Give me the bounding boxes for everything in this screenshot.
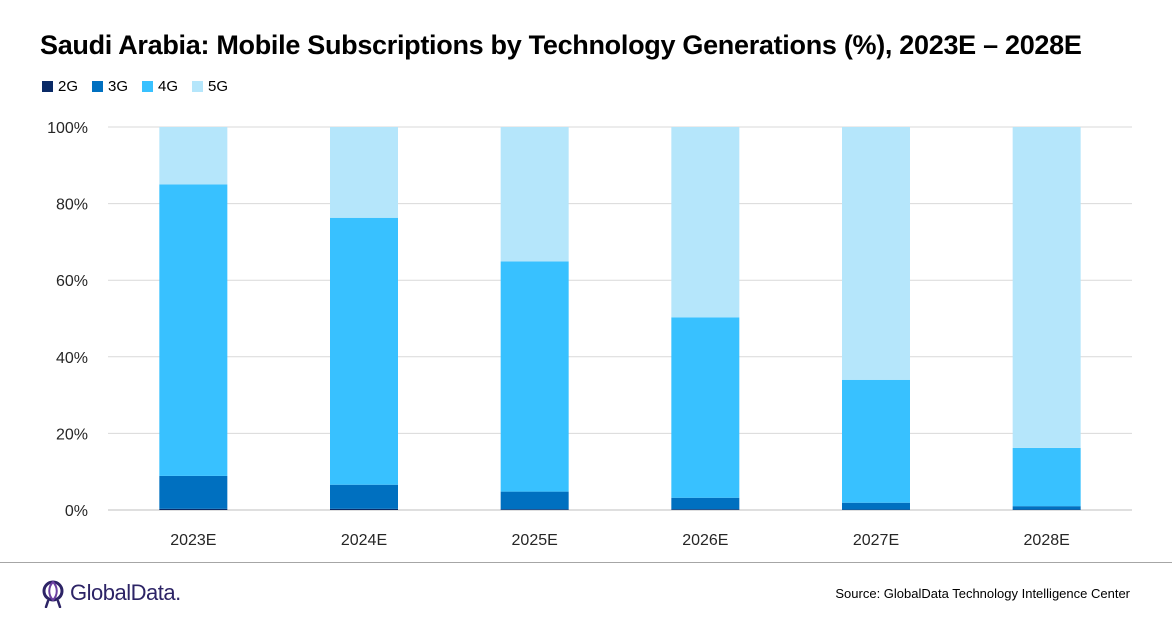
bar-segment-5g-2027e xyxy=(842,127,910,380)
chart-plot: 0% 20% 40% 60% 80% 100% 2023E 2024E 2025E 2026E 20… xyxy=(47,120,1132,549)
x-tick-label: 2024E xyxy=(341,532,387,549)
legend-label-3g: 3G xyxy=(108,78,129,95)
x-tick-label: 2028E xyxy=(1024,532,1070,549)
x-tick-label: 2027E xyxy=(853,532,899,549)
y-tick-label: 40% xyxy=(56,350,88,367)
legend-item-3g: 3G xyxy=(92,78,128,95)
bar-segment-2g-2023e xyxy=(159,508,228,510)
legend-swatch-2g xyxy=(42,81,53,92)
x-tick-label: 2023E xyxy=(170,532,216,549)
bar-segment-3g-2023e xyxy=(159,475,228,509)
bar-segment-5g-2023e xyxy=(159,127,228,185)
globaldata-logo: GlobalData. xyxy=(40,578,181,608)
legend-item-2g: 2G xyxy=(42,78,78,95)
bar-segment-4g-2027e xyxy=(842,379,910,503)
bar-segment-4g-2028e xyxy=(1012,447,1081,507)
footer-divider xyxy=(0,562,1172,563)
source-note: Source: GlobalData Technology Intelligen… xyxy=(835,586,1130,601)
bar-segment-3g-2025e xyxy=(500,491,569,510)
chart-title: Saudi Arabia: Mobile Subscriptions by Te… xyxy=(40,30,1082,60)
bar-segment-2g-2026e xyxy=(671,509,740,510)
bar-segment-3g-2026e xyxy=(671,497,740,510)
legend-item-5g: 5G xyxy=(192,78,228,95)
legend-swatch-4g xyxy=(142,81,154,92)
x-tick-label: 2026E xyxy=(682,532,728,549)
globaldata-logo-text: GlobalData. xyxy=(70,580,181,605)
y-tick-label: 20% xyxy=(56,426,88,443)
legend-label-4g: 4G xyxy=(158,78,179,95)
bar-segment-4g-2023e xyxy=(159,184,228,476)
bar-segment-4g-2026e xyxy=(671,317,740,498)
bar-segment-2g-2024e xyxy=(330,508,398,510)
bar-segment-3g-2024e xyxy=(330,484,398,509)
y-tick-label: 80% xyxy=(56,197,88,214)
y-tick-label: 100% xyxy=(47,120,88,137)
legend-item-4g: 4G xyxy=(142,78,178,95)
bar-segment-5g-2026e xyxy=(671,127,740,318)
bar-segment-4g-2024e xyxy=(330,217,398,485)
bar-segment-5g-2025e xyxy=(500,127,569,262)
bar-segment-3g-2028e xyxy=(1012,506,1081,510)
bar-segment-2g-2025e xyxy=(500,509,569,510)
bar-segment-3g-2027e xyxy=(842,502,910,510)
bar-segment-4g-2025e xyxy=(500,261,569,492)
bar-segment-5g-2024e xyxy=(330,127,398,218)
bar-segment-5g-2028e xyxy=(1012,127,1081,448)
y-tick-label: 60% xyxy=(56,273,88,290)
globaldata-logo-icon xyxy=(42,580,64,608)
legend-swatch-3g xyxy=(92,81,104,92)
legend-swatch-5g xyxy=(192,81,204,92)
x-tick-label: 2025E xyxy=(512,532,558,549)
legend-label-2g: 2G xyxy=(58,78,79,95)
legend-label-5g: 5G xyxy=(208,78,229,95)
legend: 2G 3G 4G 5G xyxy=(42,78,228,95)
y-tick-label: 0% xyxy=(65,503,88,520)
